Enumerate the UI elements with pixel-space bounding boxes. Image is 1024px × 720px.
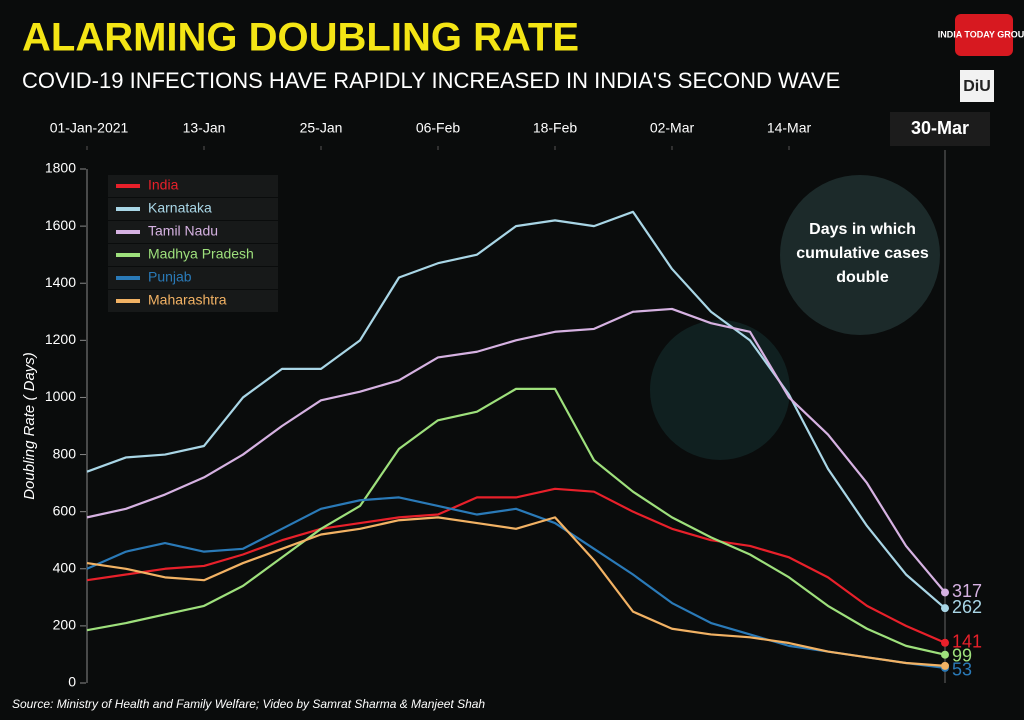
legend-bg — [108, 244, 278, 266]
y-tick-label: 0 — [68, 674, 76, 690]
legend-label: India — [148, 177, 179, 193]
logo-brand: INDIA TODAY GROUP — [938, 29, 1024, 39]
current-date-box — [890, 112, 990, 146]
x-tick-label: 25-Jan — [300, 120, 343, 136]
annotation-box: Days in which cumulative cases double — [796, 221, 929, 286]
legend-bg — [108, 198, 278, 220]
series-line — [86, 496, 946, 669]
y-tick-label: 200 — [53, 617, 77, 633]
end-dot — [941, 588, 949, 597]
x-tick-label: 06-Feb — [416, 120, 461, 136]
chart-subtitle: COVID-19 INFECTIONS HAVE RAPIDLY INCREAS… — [22, 68, 840, 93]
logo-badge — [955, 14, 1013, 56]
series-line — [86, 516, 946, 667]
end-label: 317 — [952, 581, 982, 601]
x-tick-label: 13-Jan — [183, 120, 226, 136]
legend-bg — [108, 175, 278, 197]
x-tick-label: 18-Feb — [533, 120, 578, 136]
end-dot — [941, 638, 949, 647]
y-tick-label: 1800 — [45, 160, 76, 176]
legend-bg — [108, 267, 278, 289]
x-tick-label: 30-Mar — [911, 118, 969, 138]
legend-label: Punjab — [148, 269, 192, 285]
series-line — [86, 487, 946, 644]
series-line — [86, 210, 946, 610]
end-dot — [941, 661, 949, 670]
y-tick-label: 800 — [53, 445, 77, 461]
end-label: 53 — [952, 659, 972, 679]
annotation: Days in which cumulative cases double — [796, 221, 929, 286]
y-tick-label: 1600 — [45, 217, 76, 233]
virus-decor — [650, 320, 790, 460]
end-label: 141 — [952, 631, 982, 651]
legend-bg — [108, 221, 278, 243]
y-tick-label: 1400 — [45, 274, 76, 290]
y-axis-label: Doubling Rate ( Days) — [21, 352, 38, 500]
y-tick-label: 600 — [53, 502, 77, 518]
y-tick-label: 1000 — [45, 388, 76, 404]
x-tick-label: 02-Mar — [650, 120, 695, 136]
y-tick-label: 400 — [53, 559, 77, 575]
end-label: 262 — [952, 597, 982, 617]
annotation-bubble — [780, 175, 940, 335]
source: Source: Ministry of Health and Family We… — [12, 697, 485, 711]
series-line — [86, 387, 946, 656]
series-line — [86, 307, 946, 594]
legend-label: Maharashtra — [148, 292, 227, 308]
legend-label: Karnataka — [148, 200, 212, 216]
logo-unit-box — [960, 70, 994, 102]
x-tick-label: 01-Jan-2021 — [50, 120, 129, 136]
chart-title: ALARMING DOUBLING RATE — [22, 16, 579, 60]
legend-bg — [108, 290, 278, 312]
legend-label: Tamil Nadu — [148, 223, 218, 239]
logo-unit: DiU — [963, 78, 991, 95]
end-dot — [941, 650, 949, 659]
end-dot — [941, 604, 949, 613]
y-tick-label: 1200 — [45, 331, 76, 347]
legend-label: Madhya Pradesh — [148, 246, 254, 262]
end-label: 99 — [952, 645, 972, 665]
x-tick-label: 14-Mar — [767, 120, 812, 136]
